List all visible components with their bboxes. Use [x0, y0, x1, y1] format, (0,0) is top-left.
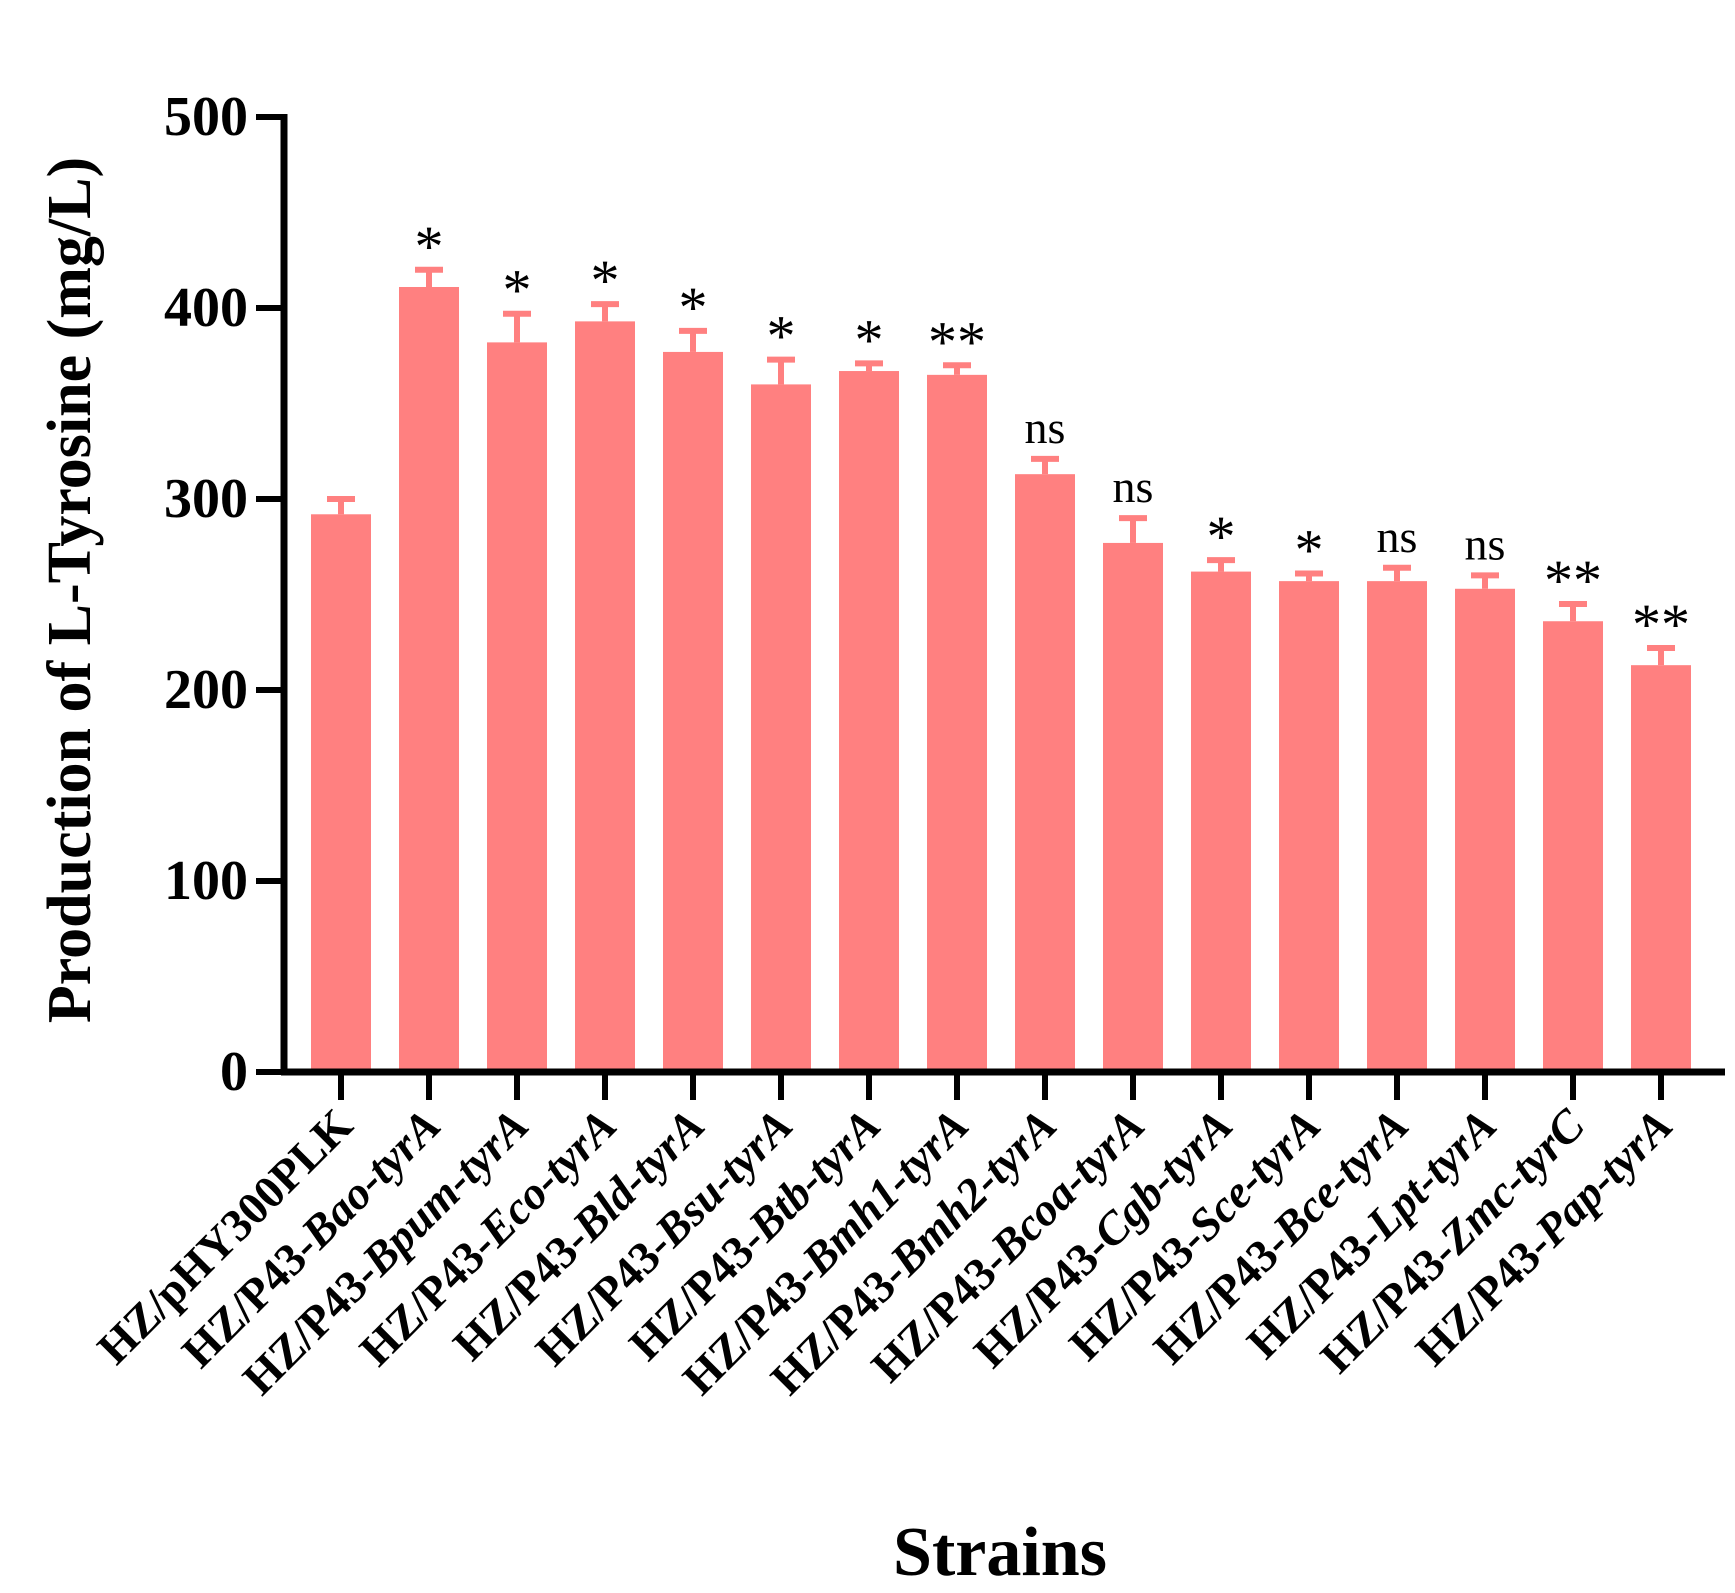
axes: [256, 114, 1725, 1100]
bar: [1191, 571, 1251, 1072]
y-tick-label: 500: [164, 86, 248, 148]
x-axis-title: Strains: [893, 1514, 1107, 1591]
bar: [487, 342, 547, 1072]
bar: [663, 351, 723, 1072]
bar: [1367, 581, 1427, 1072]
y-tick-label: 300: [164, 468, 248, 530]
significance-label: *: [1207, 504, 1236, 569]
bar: [1279, 581, 1339, 1072]
y-tick-label: 200: [164, 659, 248, 721]
significance-label: ns: [1025, 402, 1066, 453]
significance-label: **: [928, 309, 986, 374]
y-tick-label: 400: [164, 277, 248, 339]
significance-label: **: [1632, 592, 1690, 657]
significance-label: *: [679, 275, 708, 340]
significance-label: ns: [1113, 461, 1154, 512]
bar: [311, 514, 371, 1072]
significance-label: *: [1295, 517, 1324, 582]
bar: [839, 371, 899, 1072]
bar: [1543, 621, 1603, 1072]
y-tick-label: 0: [220, 1041, 248, 1103]
significance-label: ns: [1465, 518, 1506, 569]
bar: [399, 286, 459, 1072]
bar: [1455, 588, 1515, 1072]
bar: [751, 384, 811, 1072]
significance-label: *: [415, 214, 444, 279]
significance-label: *: [767, 304, 796, 369]
bar: [1015, 474, 1075, 1072]
bars-layer: [311, 266, 1691, 1073]
significance-label: ns: [1377, 511, 1418, 562]
significance-label: *: [503, 258, 532, 323]
significance-label: *: [591, 248, 620, 313]
significance-label: **: [1544, 548, 1602, 613]
bar: [927, 374, 987, 1073]
y-tick-label: 100: [164, 850, 248, 912]
y-axis-title: Production of L-Tyrosine (mg/L): [36, 157, 104, 1023]
significance-label: *: [855, 307, 884, 372]
bar: [1103, 542, 1163, 1072]
bar: [575, 321, 635, 1072]
bar: [1631, 665, 1691, 1072]
